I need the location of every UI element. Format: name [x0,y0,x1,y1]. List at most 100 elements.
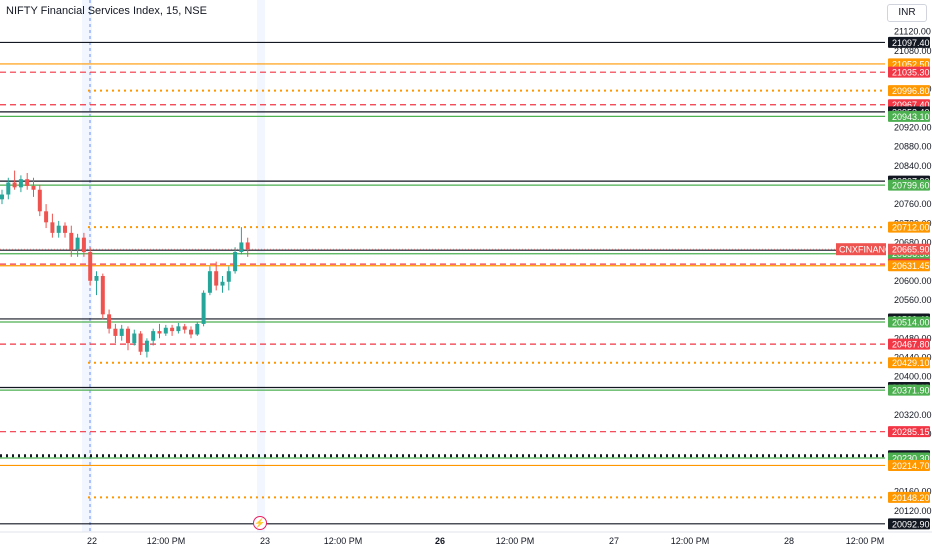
price-level-label: 21035.30 [892,68,930,78]
price-level-tag [888,426,930,438]
candle-body[interactable] [12,182,17,188]
price-level-label: 20514.00 [892,318,930,328]
price-level-tag [888,491,930,503]
candle-body[interactable] [63,225,67,233]
candle-body[interactable] [119,328,124,336]
candle-body[interactable] [88,252,93,281]
current-price-tag [888,243,930,255]
candle-body[interactable] [151,331,156,341]
candle-body[interactable] [56,225,61,233]
candle-body[interactable] [239,242,244,253]
price-level-tag [888,518,930,530]
price-level-label: 20148.20 [892,493,930,503]
price-level-label: 20631.45 [892,261,930,271]
candle-body[interactable] [75,237,80,250]
price-level-label: 20996.80 [892,86,930,96]
time-axis-label: 28 [784,536,794,546]
price-level-tag [888,221,930,233]
time-axis-label: 12:00 PM [671,536,710,546]
price-tick-label: 20840.00 [894,161,932,171]
price-level-tag [888,110,930,122]
price-tick-label: 20400.00 [894,372,932,382]
candle-body[interactable] [69,232,74,250]
price-level-tag [888,316,930,328]
price-tick-label: 20600.00 [894,276,932,286]
time-axis-label: 27 [609,536,619,546]
candle-body[interactable] [81,237,86,253]
candle-body[interactable] [170,327,175,332]
candle-body[interactable] [50,222,55,233]
time-axis-label: 12:00 PM [147,536,186,546]
price-level-tag [888,459,930,471]
candle-body[interactable] [0,194,4,200]
price-level-label: 20943.10 [892,112,930,122]
price-tick-label: 20480.00 [894,333,932,343]
symbol-label: CNXFINANCE [839,245,898,255]
price-level-tag [888,384,930,396]
candle-body[interactable] [6,182,11,195]
symbol-tag [836,243,886,256]
lightning-icon[interactable]: ⚡ [253,516,267,530]
time-axis-label: 12:00 PM [324,536,363,546]
candle-body[interactable] [144,340,149,352]
candle-body[interactable] [195,323,200,335]
candle-body[interactable] [233,252,238,272]
chart-title: NIFTY Financial Services Index, 15, NSE [6,5,207,17]
time-axis-label: 23 [260,536,270,546]
time-axis-label: 12:00 PM [496,536,535,546]
candle-body[interactable] [37,189,42,212]
time-axis-label: 22 [87,536,97,546]
price-tick-label: 20320.00 [894,410,932,420]
candle-body[interactable] [126,328,130,344]
price-level-tag [888,338,930,350]
price-level-tag [888,357,930,369]
candle-body[interactable] [157,331,162,334]
candle-body[interactable] [182,326,187,330]
candle-body[interactable] [100,276,105,315]
price-tick-label: 20680.00 [894,237,932,247]
price-level-tag [888,179,930,191]
price-tick-label: 20160.00 [894,487,932,497]
candle-body[interactable] [207,271,212,293]
candle-body[interactable] [107,314,112,329]
candle-body[interactable] [201,292,206,324]
candle-body[interactable] [132,333,137,344]
candle-body[interactable] [31,185,36,190]
candle-body[interactable] [18,179,23,188]
candle-body[interactable] [245,242,250,250]
candle-body[interactable] [220,281,225,286]
candle-body[interactable] [138,333,143,352]
price-tick-label: 20560.00 [894,295,932,305]
price-level-tag [888,36,930,48]
candle-body[interactable] [189,329,193,335]
price-level-tag [888,66,930,78]
price-level-label: 20214.70 [892,461,930,471]
price-level-label: 20799.60 [892,181,930,191]
candle-body[interactable] [176,326,181,332]
price-level-label: 21052.50 [892,59,930,69]
price-tick-label: 21120.00 [894,27,931,37]
price-level-tag [888,85,930,97]
currency-button[interactable]: INR [887,4,927,22]
price-level-label: 20967.40 [892,100,930,110]
current-price-label: 20665.90 [892,245,930,255]
price-level-label: 20467.80 [892,340,930,350]
price-level-label: 20230.30 [892,453,930,463]
candle-body[interactable] [163,327,168,334]
candle-body[interactable] [226,271,231,282]
price-tick-label: 21080.00 [894,46,932,56]
price-tick-label: 20920.00 [894,122,932,132]
price-tick-label: 20120.00 [894,506,932,516]
time-axis-label: 26 [435,536,445,546]
candle-body[interactable] [94,276,99,281]
candle-body[interactable] [44,211,49,223]
price-level-label: 20429.10 [892,358,930,368]
price-tick-label: 20760.00 [894,199,932,209]
candle-body[interactable] [113,328,118,336]
price-level-label: 20092.90 [892,519,930,529]
candle-body[interactable] [25,179,30,186]
price-level-label: 20712.00 [892,223,930,233]
candle-body[interactable] [214,271,219,286]
